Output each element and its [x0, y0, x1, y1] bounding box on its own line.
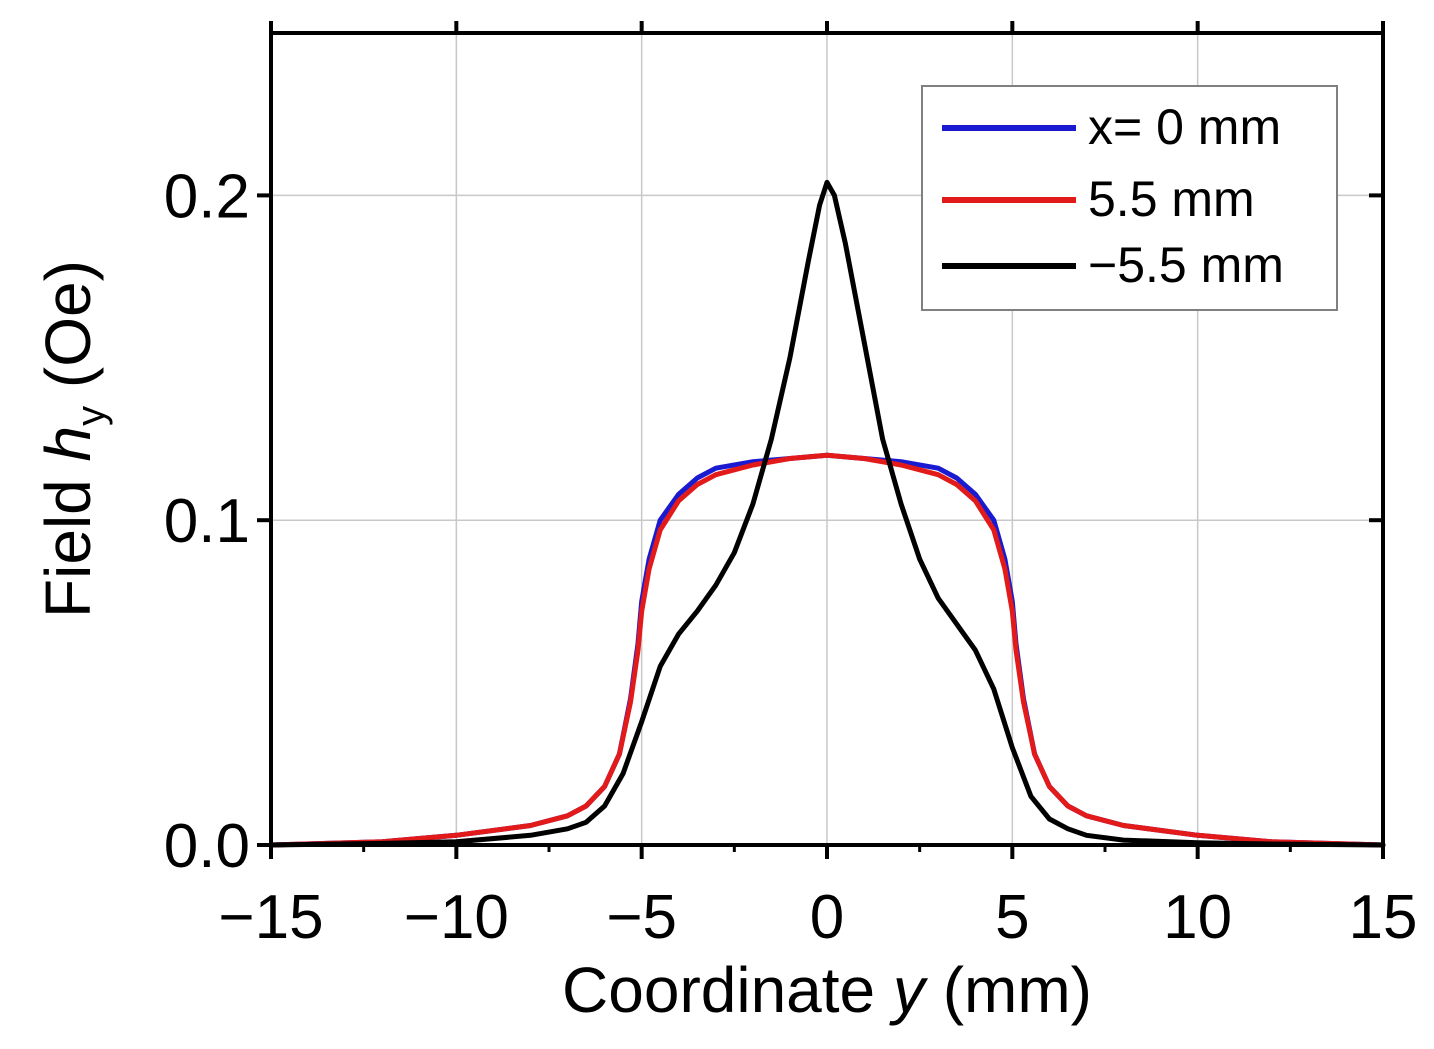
legend-label-3: −5.5 mm	[1088, 237, 1284, 293]
series-line-3	[268, 179, 1386, 848]
y-tick-label: 0.2	[164, 162, 250, 231]
series-line-2	[268, 452, 1386, 848]
y-tick-label: 0.1	[164, 487, 250, 556]
x-tick-label: 15	[1349, 883, 1418, 952]
legend: x= 0 mm 5.5 mm −5.5 mm	[921, 85, 1338, 311]
axis-ticks: −15 −10 −5 0 5 10 15 0.0 0.1 0.2	[164, 21, 1418, 952]
x-tick-label: 5	[995, 883, 1029, 952]
x-tick-label: −5	[606, 883, 677, 952]
series-lines	[268, 179, 1386, 848]
x-tick-label: 10	[1163, 883, 1232, 952]
x-tick-label: −15	[218, 883, 323, 952]
y-tick-label: 0.0	[164, 812, 250, 881]
legend-label-1: x= 0 mm	[1088, 99, 1281, 155]
y-axis-label: Field hy (Oe)	[32, 260, 113, 618]
x-axis-label: Coordinate y (mm)	[562, 954, 1092, 1026]
legend-label-2: 5.5 mm	[1088, 171, 1255, 227]
x-tick-label: 0	[810, 883, 844, 952]
x-tick-label: −10	[404, 883, 509, 952]
